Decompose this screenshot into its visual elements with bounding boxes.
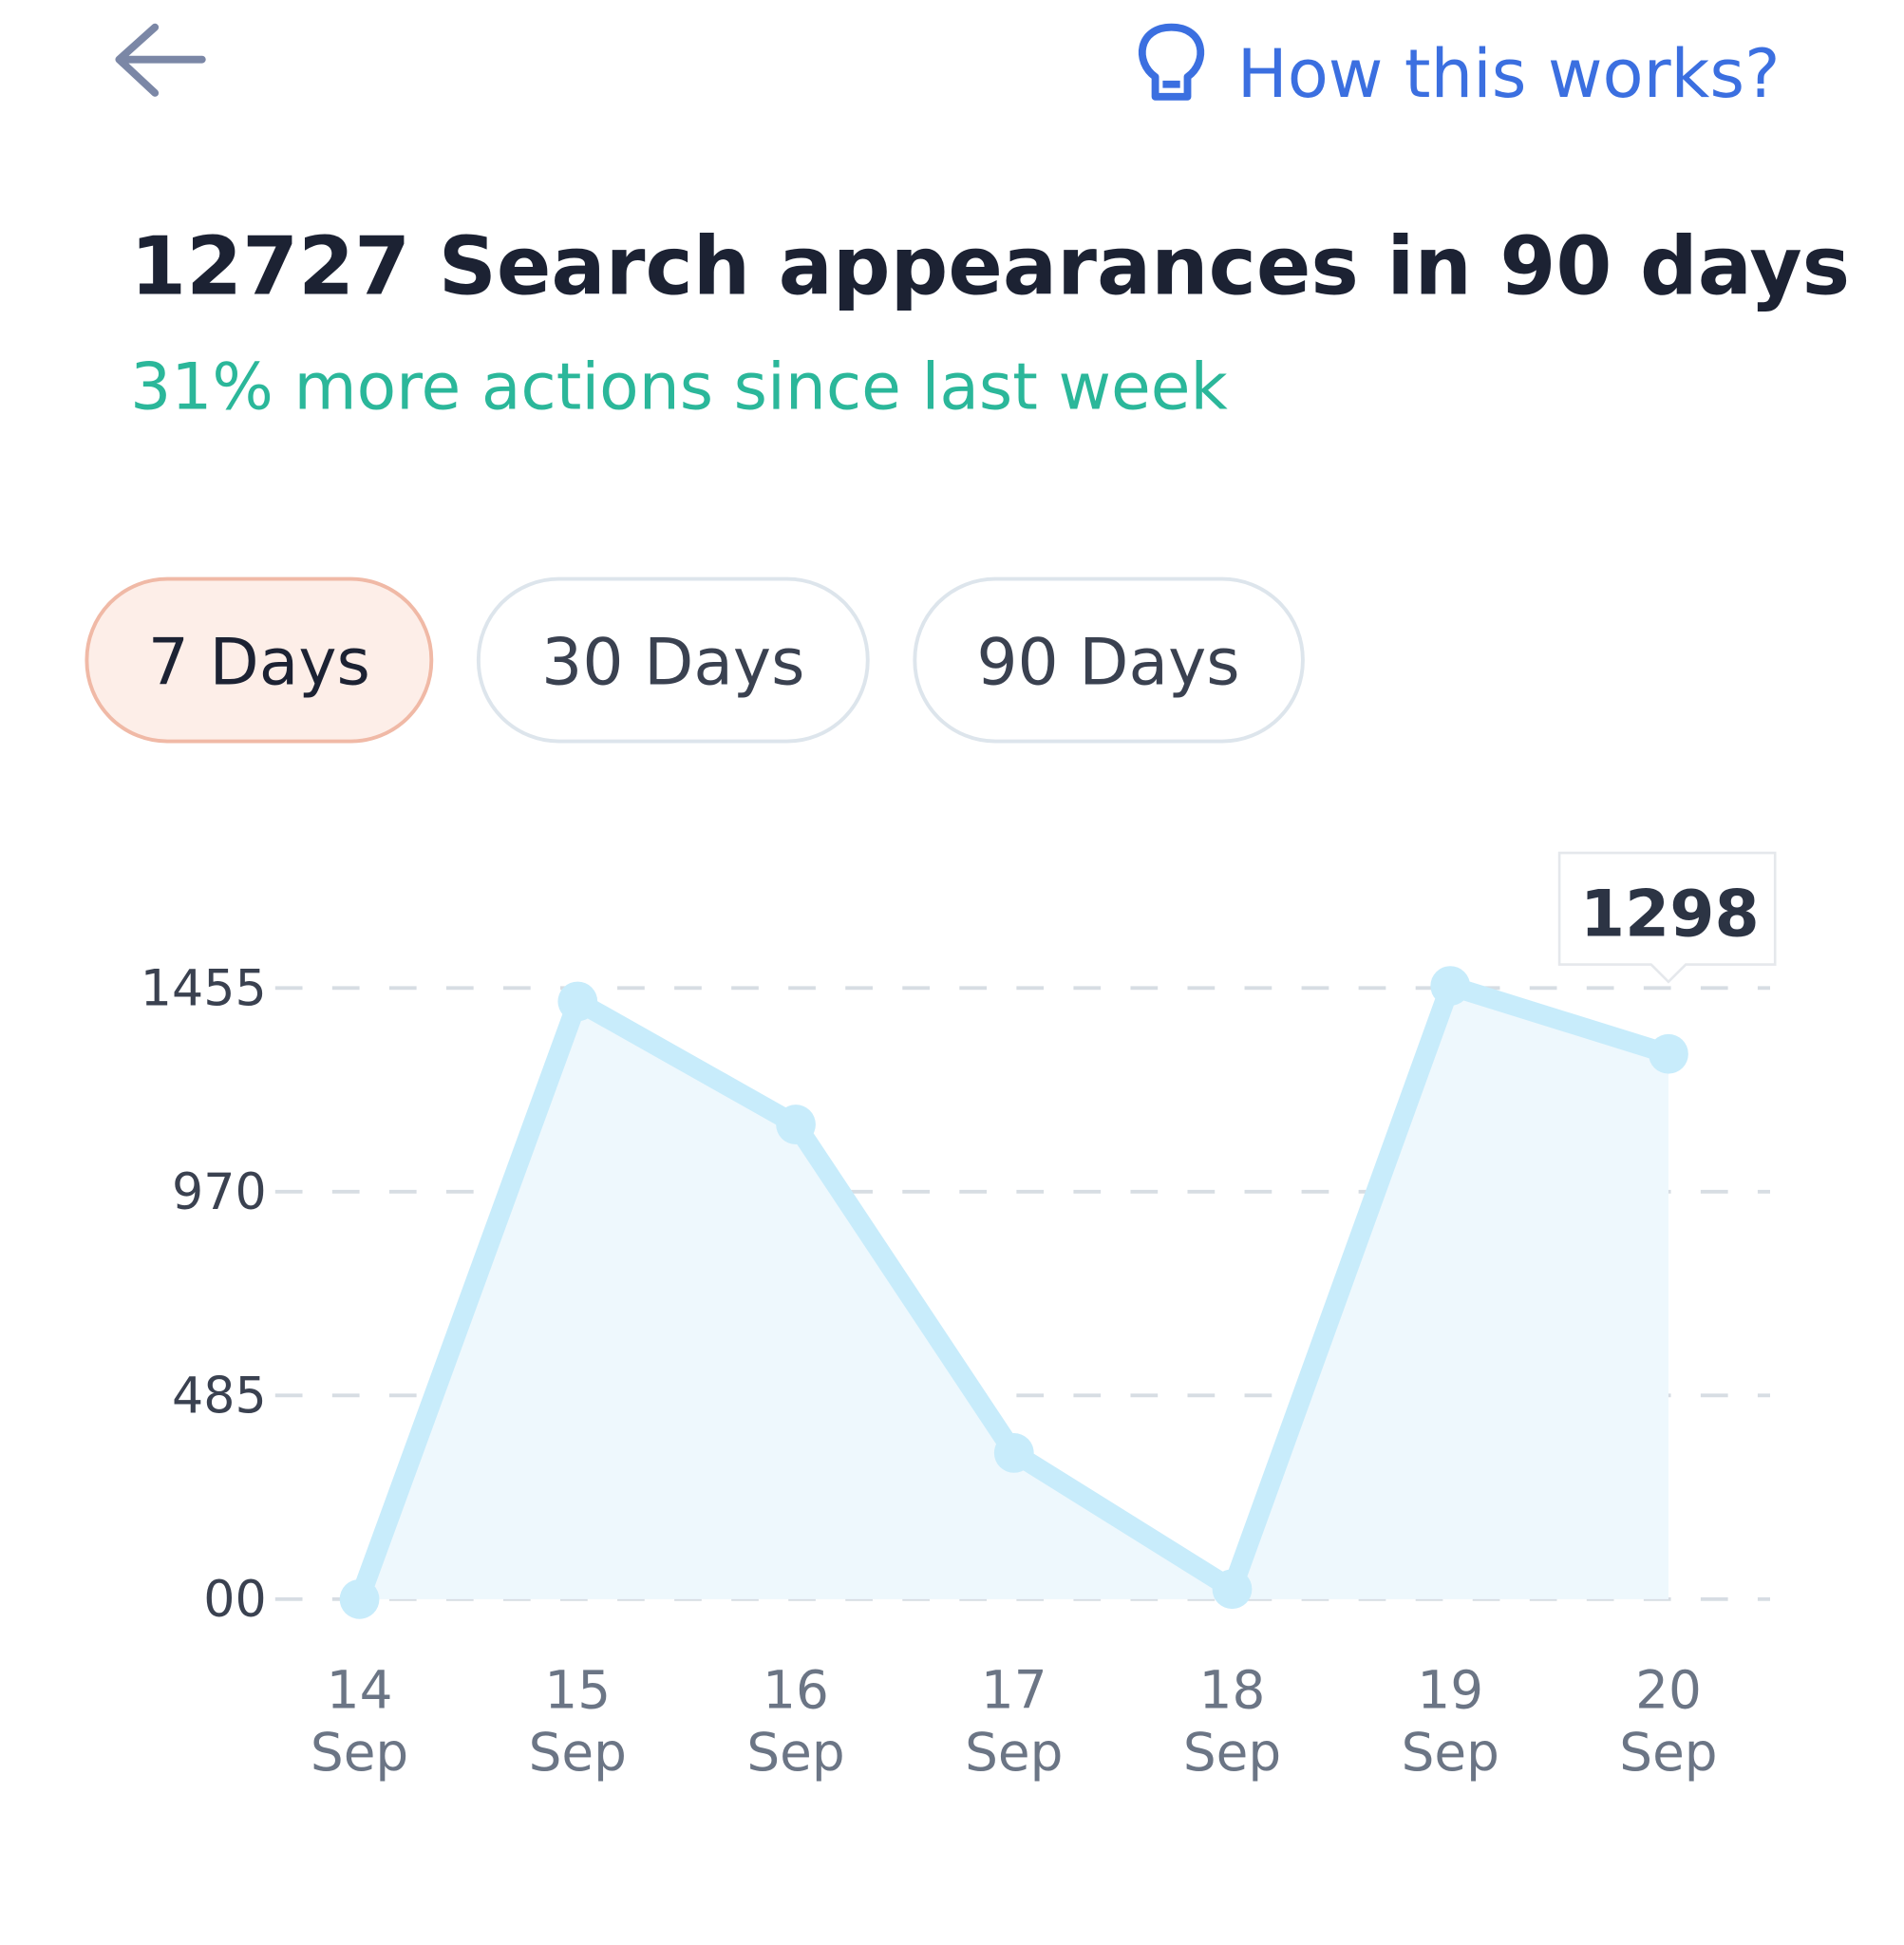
tooltip-value: 1298 [1580, 877, 1760, 952]
help-link[interactable]: How this works? [1237, 35, 1781, 113]
point [1649, 1033, 1688, 1074]
point [993, 1433, 1034, 1473]
tab-label[interactable]: 90 Days [976, 626, 1239, 701]
tab-label[interactable]: 30 Days [541, 626, 804, 701]
chart: 00 485 970 1455 1298 14 Sep 15 Sep 16 Sep 17 Sep 18 Se… [141, 851, 1777, 1783]
tooltip [1557, 851, 1777, 984]
y-tick-label: 1455 [141, 961, 267, 1018]
point [1430, 966, 1471, 1006]
x-tick-label: 17 Sep [965, 1660, 1063, 1783]
tab[interactable] [913, 576, 1305, 744]
back-button[interactable] [115, 23, 206, 97]
area [359, 986, 1668, 1599]
page-title: 12727 Search appearances in 90 days [130, 219, 1850, 313]
point [1212, 1569, 1253, 1610]
x-tick-label: 18 Sep [1183, 1660, 1281, 1783]
y-tick-label: 970 [172, 1164, 267, 1221]
point [557, 981, 598, 1022]
subtitle: 31% more actions since last week [130, 350, 1228, 425]
y-tick-label: 485 [172, 1369, 267, 1426]
x-tick-label: 16 Sep [746, 1660, 844, 1783]
tab-label[interactable]: 7 Days [148, 626, 370, 701]
x-tick-label: 19 Sep [1402, 1660, 1499, 1783]
bulb-icon [1138, 23, 1205, 101]
point [776, 1105, 816, 1144]
x-tick-label: 14 Sep [311, 1660, 408, 1783]
tab-active[interactable] [85, 576, 434, 744]
x-tick-label: 15 Sep [529, 1660, 627, 1783]
y-tick-label: 00 [203, 1572, 266, 1629]
point [339, 1578, 380, 1619]
tab[interactable] [476, 576, 870, 744]
x-tick-label: 20 Sep [1619, 1660, 1717, 1783]
